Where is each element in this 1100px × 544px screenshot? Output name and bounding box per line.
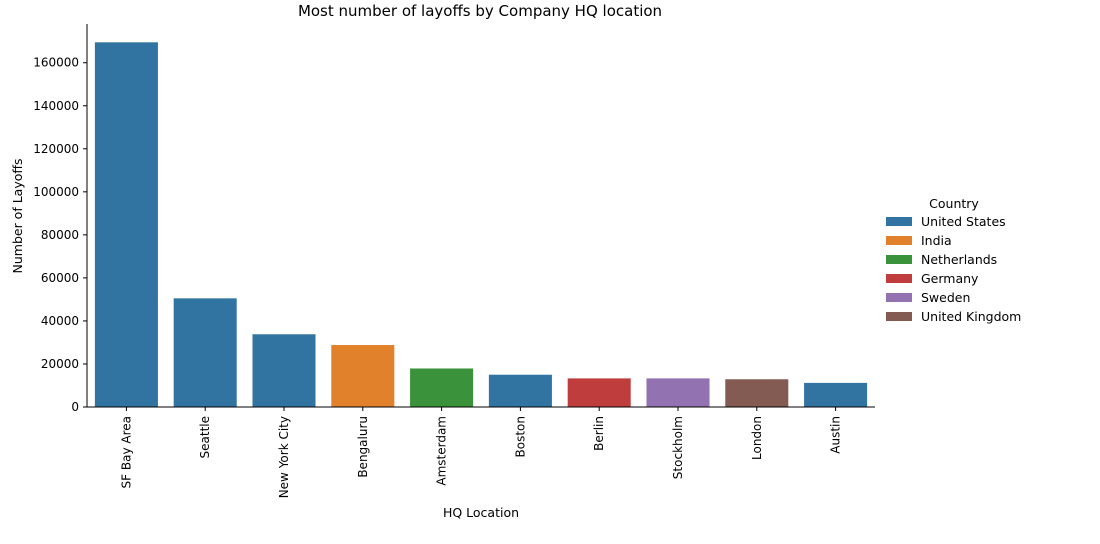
x-axis-label: HQ Location	[443, 505, 519, 520]
x-tick-label: New York City	[277, 416, 291, 498]
legend-label: India	[921, 233, 952, 248]
legend-label: United States	[921, 214, 1006, 229]
legend-label: Netherlands	[921, 252, 997, 267]
x-tick-label: London	[750, 416, 764, 460]
legend-label: United Kingdom	[921, 309, 1021, 324]
x-tick-label: Stockholm	[671, 416, 685, 479]
chart-title: Most number of layoffs by Company HQ loc…	[298, 2, 662, 20]
y-tick-label: 120000	[33, 142, 79, 156]
x-tick-label: Amsterdam	[435, 416, 449, 486]
bar-berlin	[567, 378, 631, 407]
x-axis-ticks: SF Bay Area Seattle New York City Bengaluru…	[119, 407, 843, 498]
x-tick-label: SF Bay Area	[119, 416, 133, 488]
x-tick-label: Austin	[829, 416, 843, 454]
plot-area	[94, 42, 868, 407]
legend-swatch	[886, 217, 912, 226]
y-tick-label: 140000	[33, 99, 79, 113]
legend-swatch	[886, 312, 912, 321]
bar-stockholm	[646, 378, 710, 407]
bar-sf-bay-area	[94, 42, 158, 407]
y-tick-label: 0	[71, 400, 79, 414]
bar-london	[725, 379, 789, 407]
bar-bengaluru	[331, 345, 395, 407]
y-tick-label: 60000	[41, 271, 79, 285]
legend-swatch	[886, 236, 912, 245]
y-tick-label: 160000	[33, 56, 79, 70]
legend-title: Country	[929, 196, 979, 211]
legend-label: Sweden	[921, 290, 970, 305]
legend: Country United States India Netherlands Ger…	[886, 196, 1021, 324]
bar-new-york-city	[252, 334, 316, 407]
y-axis-ticks: 0 20000 40000 60000 80000 100000 120000 140000 1…	[33, 56, 87, 414]
legend-swatch	[886, 274, 912, 283]
y-tick-label: 20000	[41, 357, 79, 371]
x-tick-label: Boston	[513, 416, 527, 457]
x-tick-label: Seattle	[198, 416, 212, 458]
bar-amsterdam	[410, 368, 474, 407]
legend-swatch	[886, 293, 912, 302]
x-tick-label: Berlin	[592, 416, 606, 451]
bar-seattle	[173, 298, 237, 407]
bar-boston	[488, 374, 552, 407]
legend-label: Germany	[921, 271, 979, 286]
bar-austin	[804, 382, 868, 407]
legend-swatch	[886, 255, 912, 264]
y-tick-label: 40000	[41, 314, 79, 328]
x-tick-label: Bengaluru	[356, 416, 370, 478]
y-axis-label: Number of Layoffs	[10, 158, 25, 273]
y-tick-label: 80000	[41, 228, 79, 242]
y-tick-label: 100000	[33, 185, 79, 199]
